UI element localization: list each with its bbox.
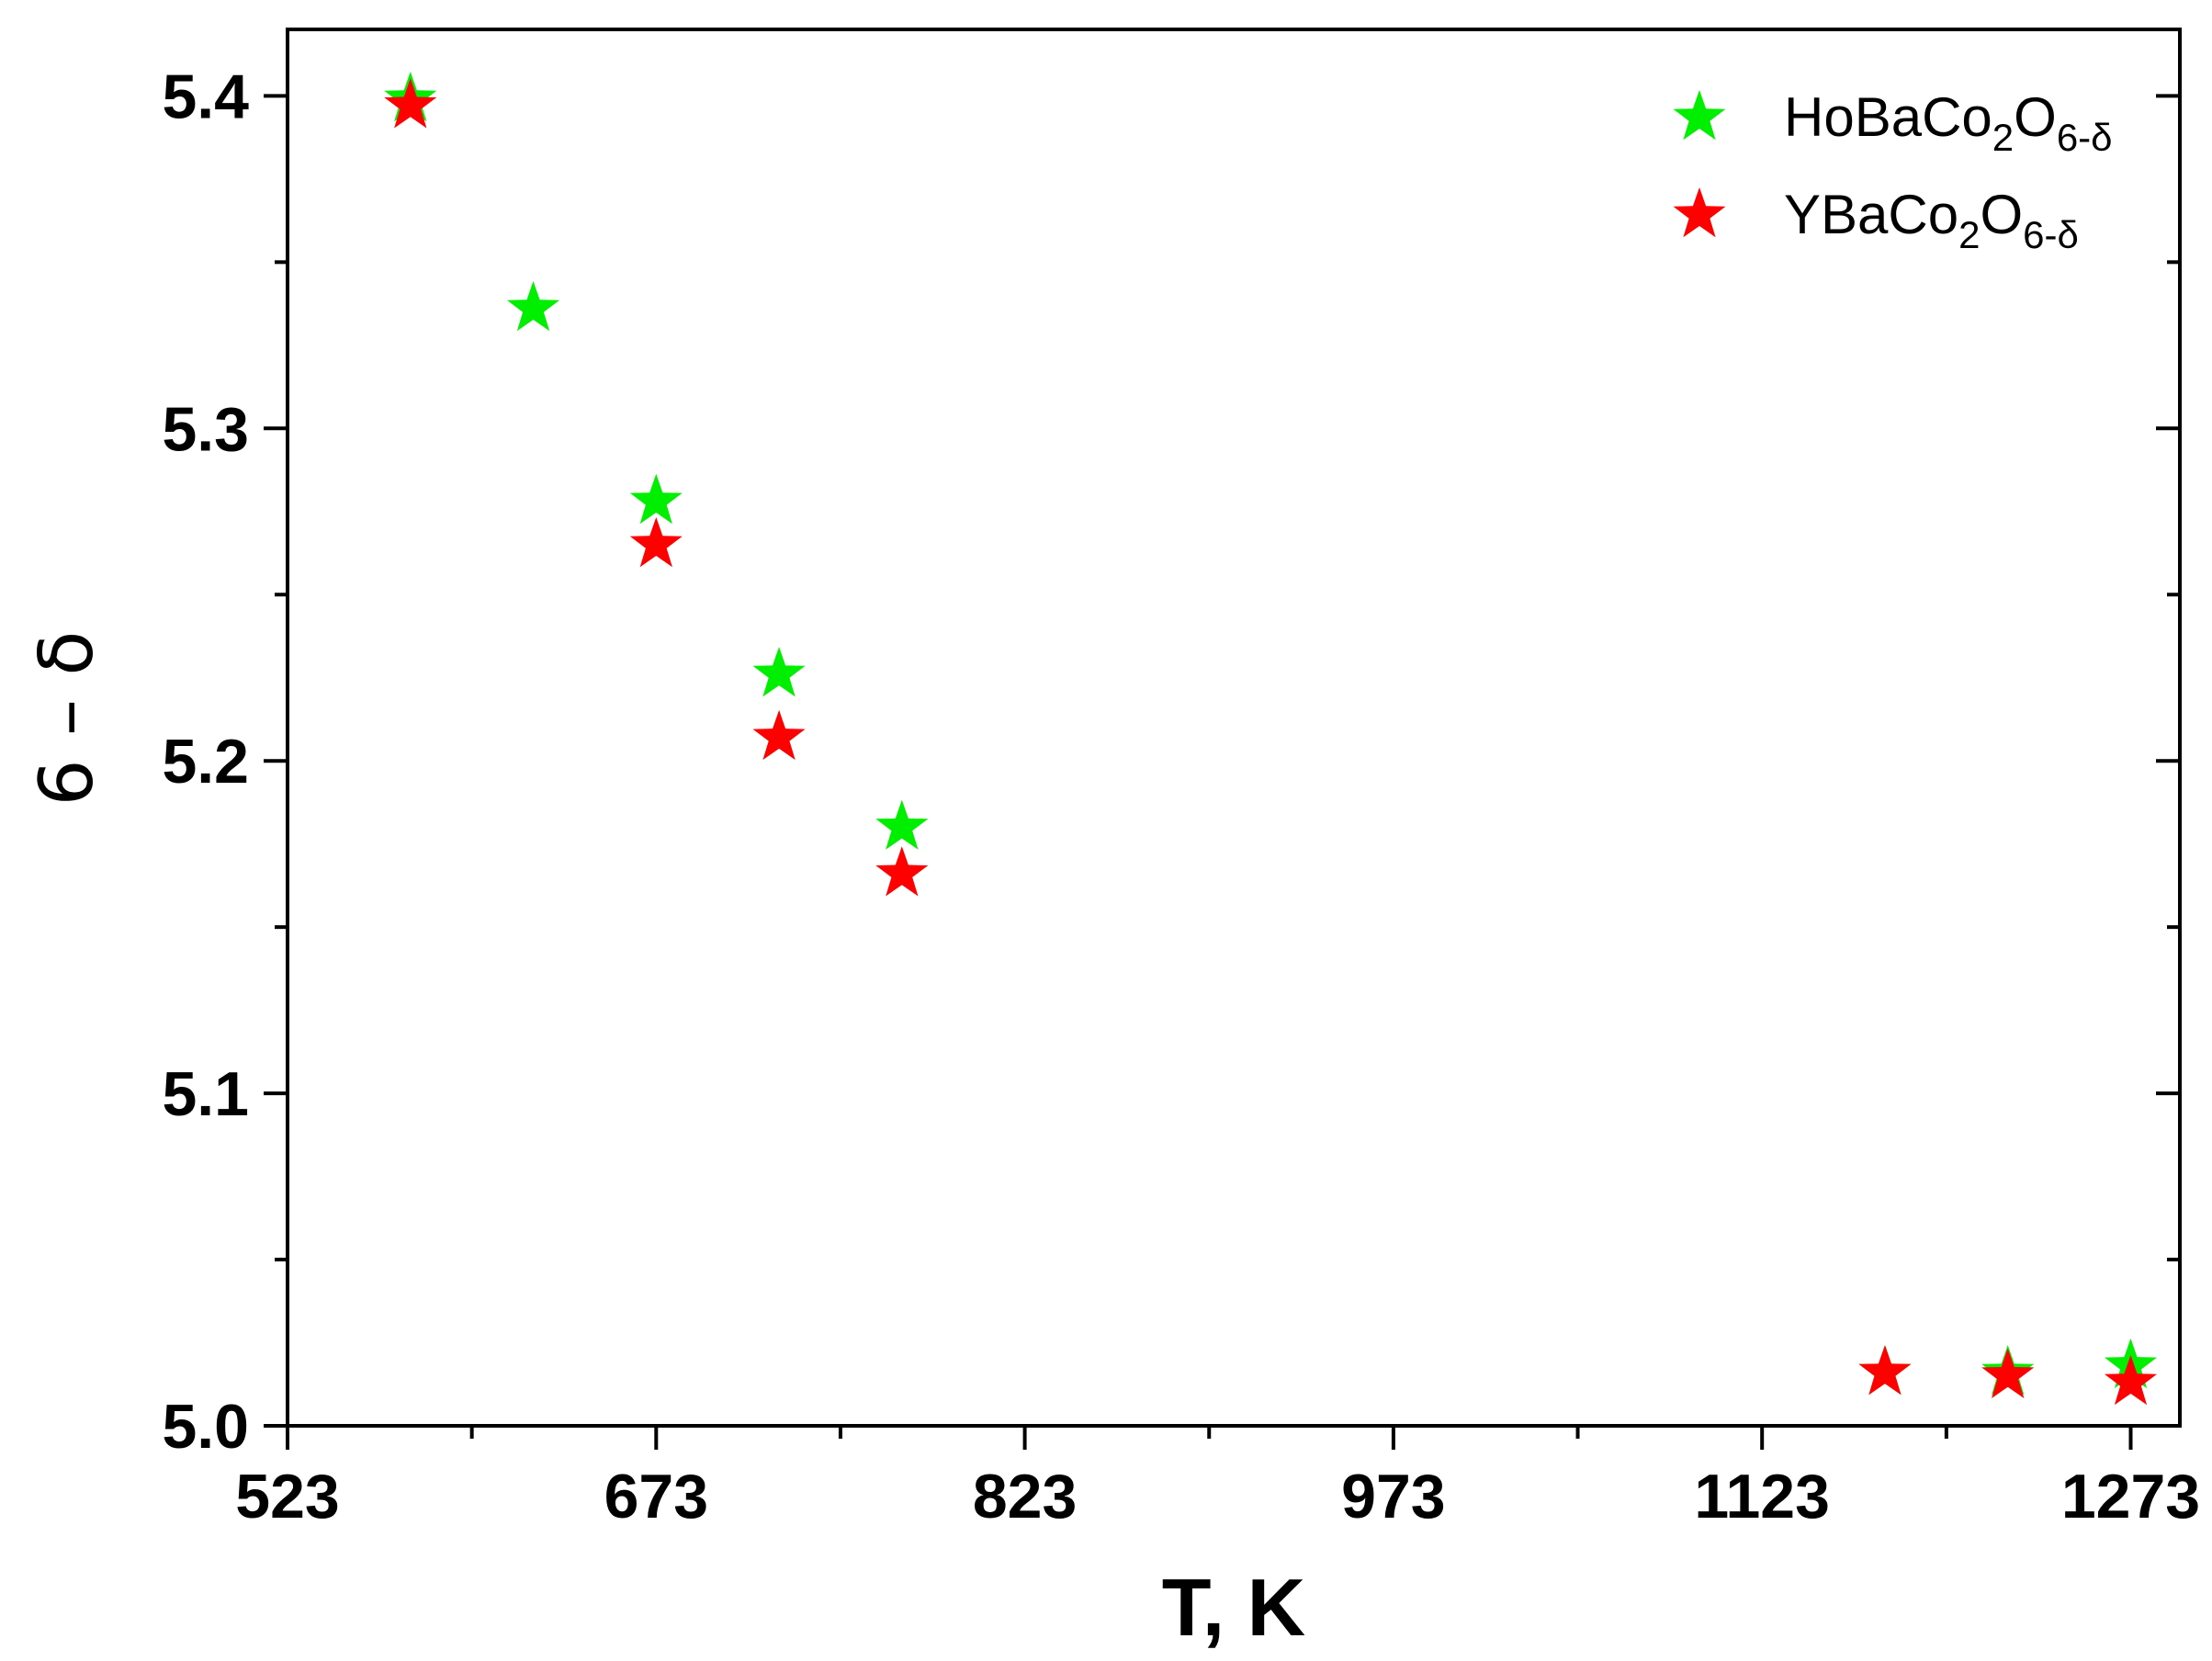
x-tick-label: 523 (235, 1462, 339, 1531)
legend-marker (1673, 187, 1726, 238)
series-0-point (629, 473, 683, 525)
legend-label-main: HoBaCo (1784, 86, 1992, 148)
series-1-point (629, 517, 683, 568)
x-axis-title: T, K (1162, 1562, 1305, 1653)
series-1-point (384, 78, 437, 129)
legend-label-main: YBaCo (1784, 184, 1958, 245)
x-tick-label: 1123 (1694, 1462, 1830, 1531)
legend-label-mid: O (1980, 184, 2023, 245)
legend-label: HoBaCo2O6-δ (1784, 86, 2113, 159)
series-1-point (1858, 1345, 1912, 1395)
series-1-point (1981, 1348, 2035, 1398)
y-tick-label: 5.0 (162, 1392, 249, 1462)
legend-label-sub: 2 (1958, 213, 1980, 256)
legend-marker (1673, 90, 1726, 141)
axis-ticks (264, 94, 2180, 1450)
x-tick-label: 673 (604, 1462, 708, 1531)
data-markers (384, 72, 2157, 1406)
series-1-point (875, 846, 929, 897)
x-tick-label: 823 (973, 1462, 1077, 1531)
series-0-point (752, 647, 806, 697)
y-tick-label: 5.2 (162, 727, 249, 797)
x-tick-label: 1273 (2061, 1462, 2200, 1531)
y-tick-label: 5.4 (162, 62, 249, 131)
legend-label: YBaCo2O6-δ (1784, 184, 2079, 256)
legend-label-mid: O (2014, 86, 2057, 148)
x-tick-label: 973 (1341, 1462, 1445, 1531)
series-1-point (2105, 1355, 2157, 1406)
series-0-point (875, 799, 929, 850)
y-tick-label: 5.3 (162, 394, 249, 464)
legend-label-sub: 2 (1992, 116, 2014, 159)
tick-labels: 523 673 823 973 1123 1273 5.0 5.1 5.2 5.3 5.4 (162, 62, 2200, 1531)
series-1-point (752, 709, 806, 761)
plot-frame (286, 28, 2182, 1428)
y-tick-label: 5.1 (162, 1059, 249, 1129)
legend-label-sub: 6-δ (2057, 116, 2113, 159)
series-0-point (507, 281, 560, 332)
y-axis-title: 6 – δ (24, 631, 109, 807)
legend-label-sub: 6-δ (2023, 213, 2079, 256)
